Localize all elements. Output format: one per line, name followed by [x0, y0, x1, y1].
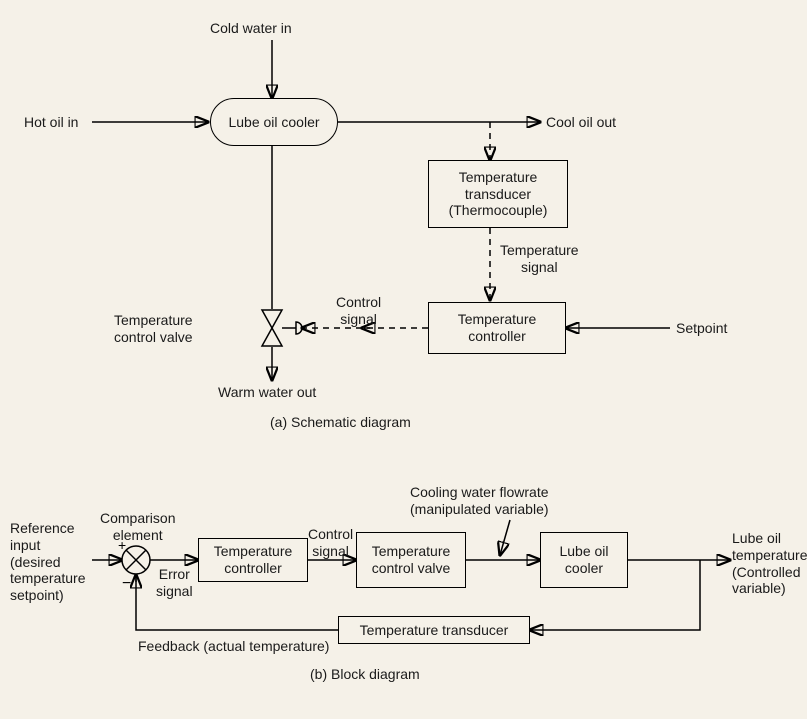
text-temp-controller-b: Temperature controller — [201, 543, 305, 577]
label-warm-water-out: Warm water out — [218, 384, 316, 401]
label-comparison-element: Comparison element — [100, 510, 175, 544]
label-control-signal-b: Control signal — [308, 526, 353, 560]
text-temp-controller-a: Temperature controller — [431, 311, 563, 345]
caption-b: (b) Block diagram — [310, 666, 420, 683]
text-temp-control-valve-b: Temperature control valve — [359, 543, 463, 577]
label-reference-input: Reference input (desired temperature set… — [10, 520, 85, 604]
node-temp-controller-a: Temperature controller — [428, 302, 566, 354]
text-temp-transducer-b: Temperature transducer — [360, 622, 509, 639]
diagram-canvas: + − Cold water in Hot oil in Lube oil co… — [10, 10, 807, 709]
label-hot-oil-in: Hot oil in — [24, 114, 78, 131]
node-lube-oil-cooler-b: Lube oil cooler — [540, 532, 628, 588]
node-lube-oil-cooler: Lube oil cooler — [210, 98, 338, 146]
label-cooling-water: Cooling water flowrate (manipulated vari… — [410, 484, 549, 518]
diagram-svg: + − — [10, 10, 807, 709]
svg-text:−: − — [122, 575, 131, 592]
text-temp-transducer-a: Temperature transducer (Thermocouple) — [431, 169, 565, 219]
label-temp-control-valve-a: Temperature control valve — [114, 312, 193, 346]
label-feedback: Feedback (actual temperature) — [138, 638, 329, 655]
node-temp-transducer-a: Temperature transducer (Thermocouple) — [428, 160, 568, 228]
node-temp-controller-b: Temperature controller — [198, 538, 308, 582]
caption-a: (a) Schematic diagram — [270, 414, 411, 431]
label-cold-water-in: Cold water in — [210, 20, 292, 37]
text-lube-oil-cooler-b: Lube oil cooler — [543, 543, 625, 577]
text-lube-oil-cooler: Lube oil cooler — [228, 114, 319, 131]
label-temp-signal: Temperature signal — [500, 242, 579, 276]
label-error-signal: Error signal — [156, 566, 193, 600]
label-setpoint: Setpoint — [676, 320, 727, 337]
label-control-signal-a: Control signal — [336, 294, 381, 328]
node-temp-transducer-b: Temperature transducer — [338, 616, 530, 644]
label-lube-oil-temp: Lube oil temperature (Controlled variabl… — [732, 530, 807, 597]
node-temp-control-valve-b: Temperature control valve — [356, 532, 466, 588]
label-cool-oil-out: Cool oil out — [546, 114, 616, 131]
